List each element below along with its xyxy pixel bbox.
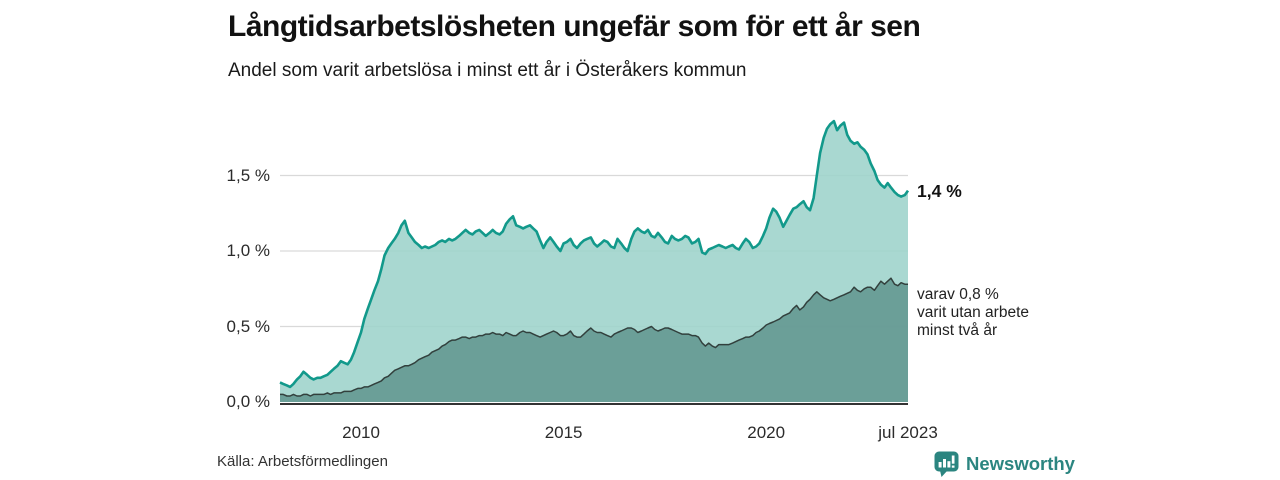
y-tick-label: 1,5 % bbox=[226, 165, 270, 185]
page-subtitle: Andel som varit arbetslösa i minst ett å… bbox=[228, 60, 747, 81]
secondary-annotation: varav 0,8 % varit utan arbete minst två … bbox=[917, 286, 1029, 340]
series-line-2 bbox=[280, 277, 908, 397]
secondary-annotation-line: varav 0,8 % bbox=[917, 286, 999, 303]
x-tick-label: 2015 bbox=[544, 423, 583, 442]
series-line-1 bbox=[279, 119, 910, 389]
series-area-1 bbox=[280, 121, 908, 402]
newsworthy-wordmark: Newsworthy bbox=[966, 453, 1075, 474]
secondary-annotation-line: minst två år bbox=[917, 322, 998, 339]
bar-chart-speech-bubble-icon bbox=[934, 451, 959, 477]
page-title: Långtidsarbetslösheten ungefär som för e… bbox=[228, 10, 921, 43]
series-area-2 bbox=[280, 278, 908, 402]
newsworthy-logo: Newsworthy bbox=[934, 451, 1075, 477]
y-tick-label: 1,0 % bbox=[226, 241, 270, 260]
secondary-annotation-line: varit utan arbete bbox=[917, 304, 1030, 321]
x-tick-label: jul 2023 bbox=[878, 423, 938, 442]
y-tick-label: 0,0 % bbox=[226, 392, 270, 411]
x-tick-label: 2010 bbox=[342, 423, 380, 442]
x-tick-label: 2020 bbox=[747, 423, 786, 442]
source-note: Källa: Arbetsförmedlingen bbox=[217, 453, 388, 470]
y-tick-label: 0,5 % bbox=[226, 316, 270, 336]
latest-value-label: 1,4 % bbox=[917, 181, 962, 201]
